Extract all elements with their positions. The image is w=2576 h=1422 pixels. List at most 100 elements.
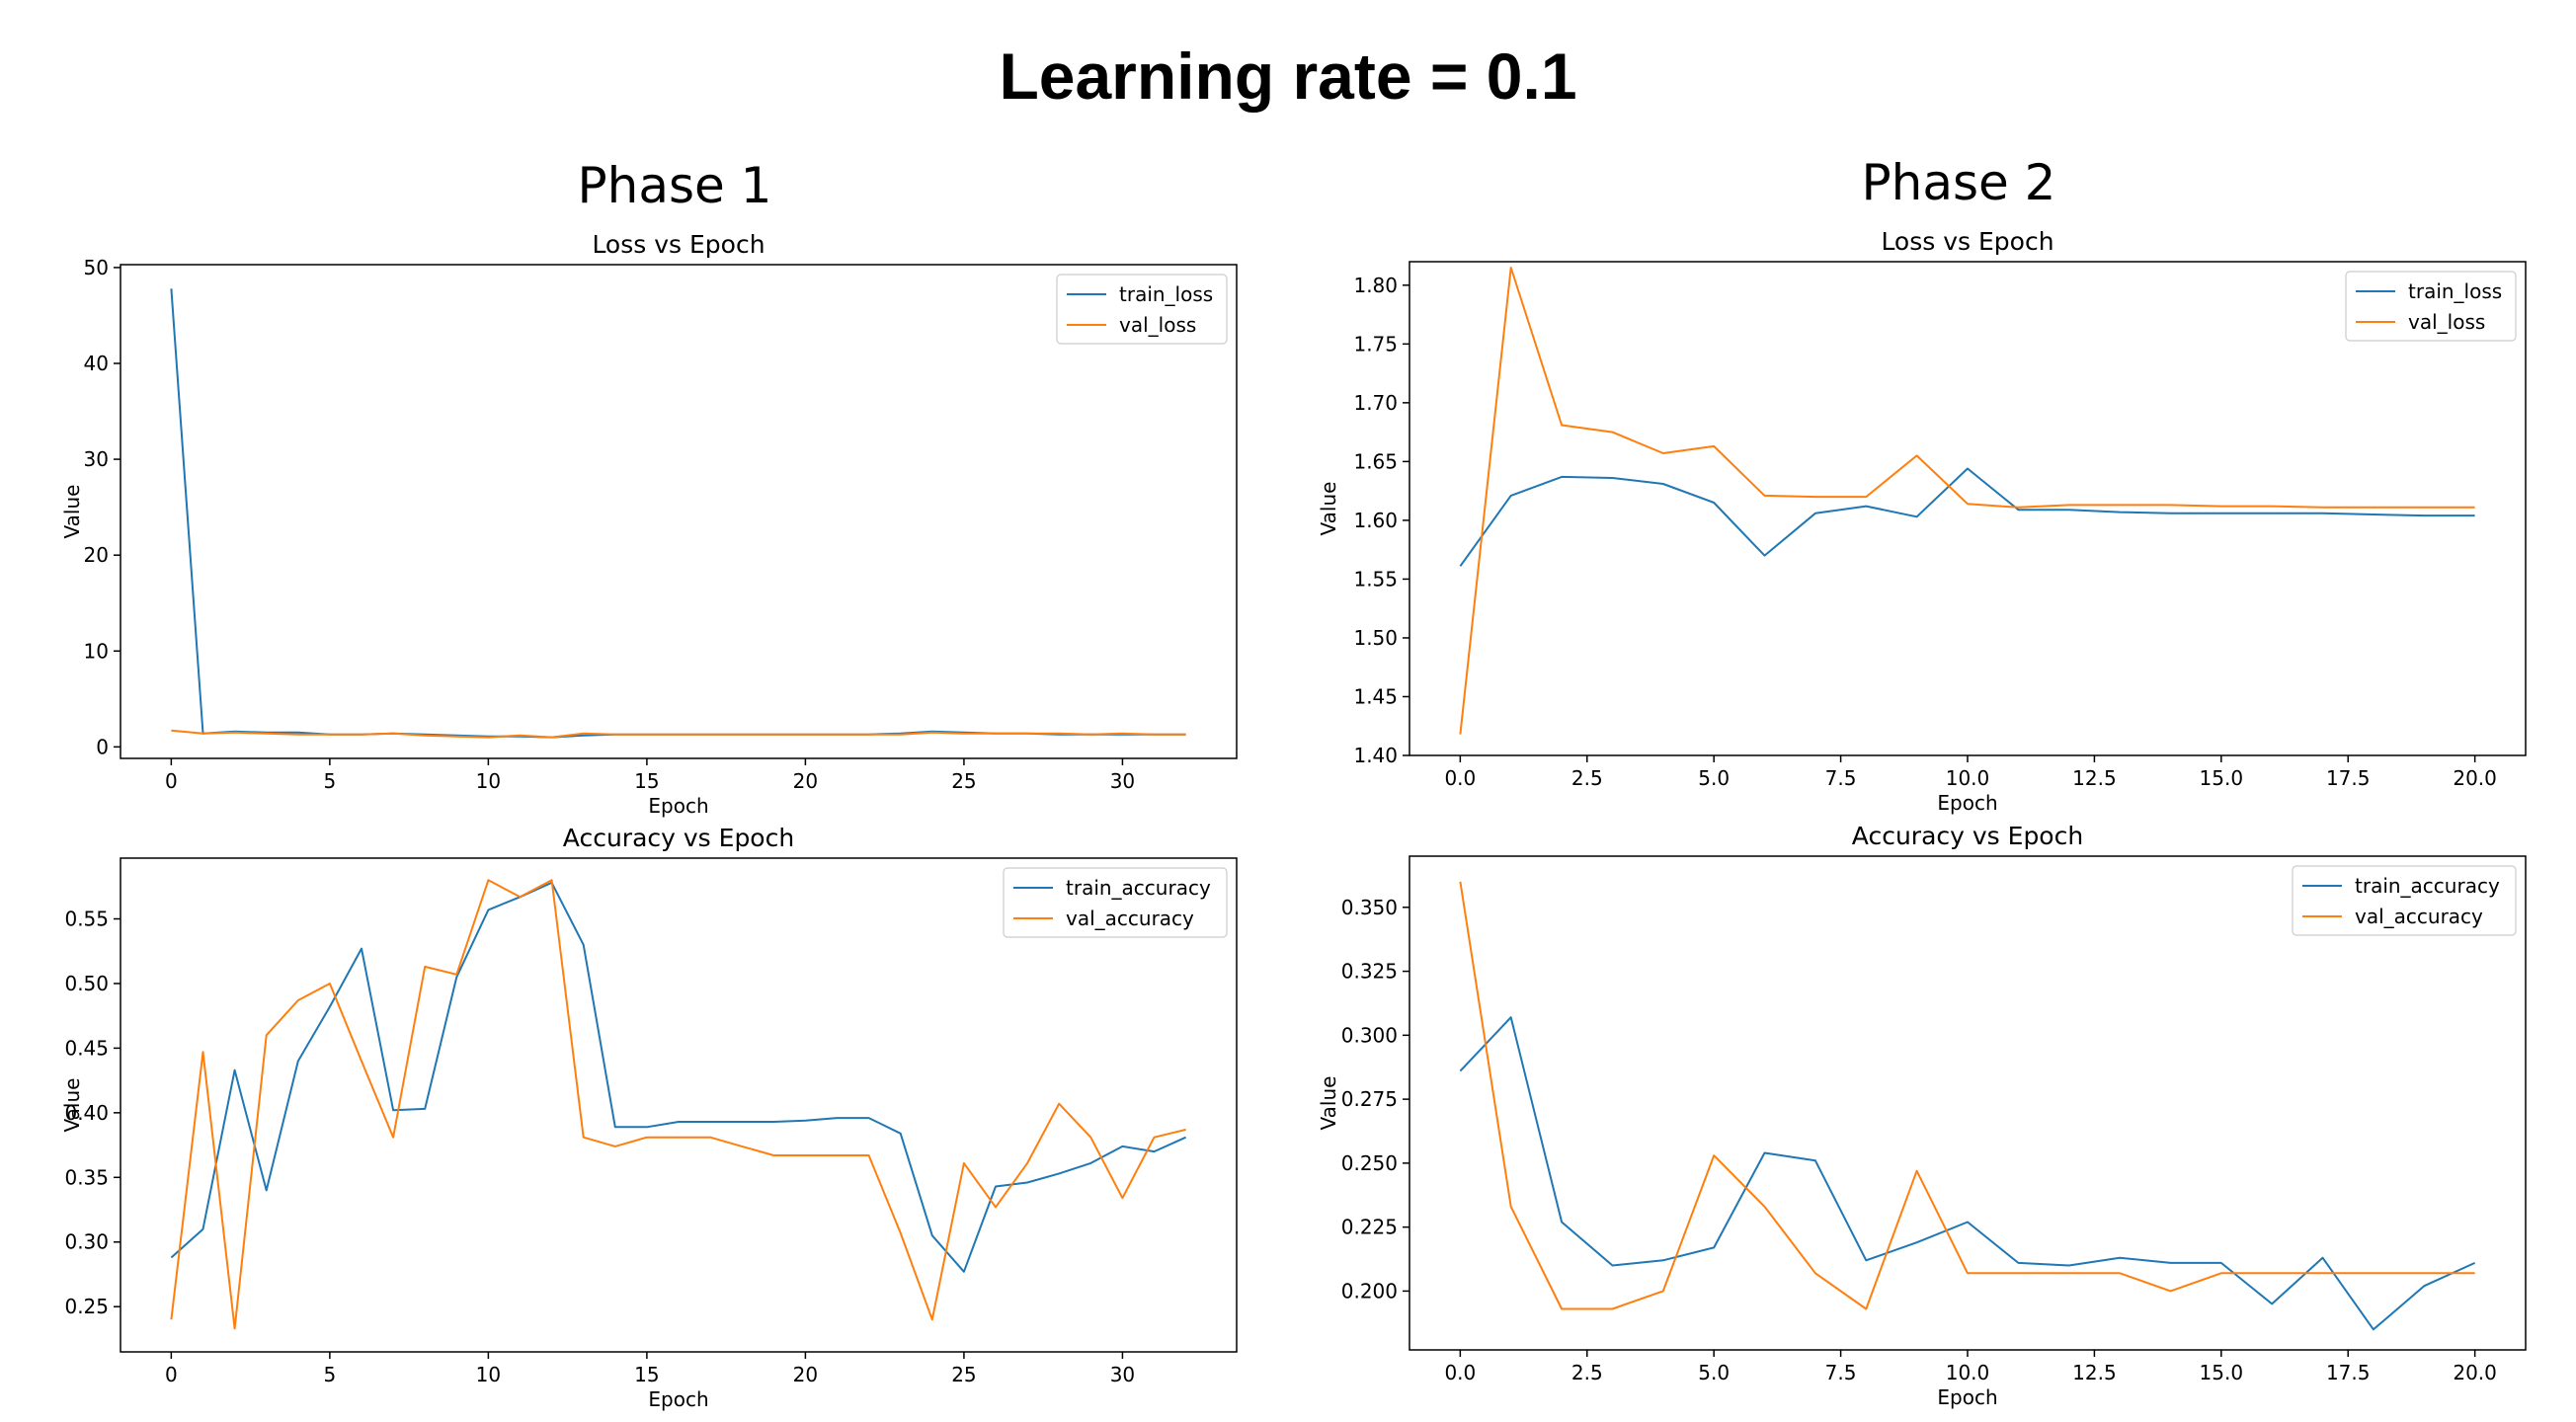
legend: train_accuracy val_accuracy: [2292, 865, 2517, 936]
x-axis-label: Epoch: [1937, 1385, 1997, 1409]
legend-label-val_loss: val_loss: [1119, 313, 1196, 337]
legend-box: [1056, 274, 1228, 345]
legend: train_accuracy val_accuracy: [1003, 867, 1228, 938]
y-tick-label: 1.70: [1353, 391, 1398, 415]
x-tick-label: 17.5: [2326, 1361, 2371, 1384]
x-tick-label: 5.0: [1698, 766, 1730, 790]
legend-box: [1003, 867, 1228, 938]
y-tick-label: 1.65: [1353, 449, 1398, 473]
phase-1-title: Phase 1: [578, 157, 772, 214]
series-line-val_loss: [171, 729, 1186, 739]
figure-title: Learning rate = 0.1: [999, 40, 1576, 113]
x-tick-label: 10.0: [1946, 766, 1990, 790]
y-tick-label: 0.35: [64, 1165, 109, 1189]
y-tick-label: 0: [96, 735, 109, 758]
x-tick-label: 15.0: [2200, 1361, 2244, 1384]
x-tick-label: 0.0: [1444, 766, 1476, 790]
y-tick-label: 0.55: [64, 908, 109, 931]
y-tick-label: 0.200: [1341, 1279, 1398, 1303]
x-tick-label: 20: [793, 769, 818, 793]
x-tick-label: 7.5: [1825, 766, 1857, 790]
y-tick-label: 1.55: [1353, 567, 1398, 591]
y-tick-label: 0.45: [64, 1036, 109, 1060]
series-line-train_accuracy: [1459, 1016, 2476, 1331]
x-tick-label: 10: [476, 769, 501, 793]
legend-label-val_loss: val_loss: [2408, 310, 2485, 334]
y-tick-label: 1.40: [1353, 744, 1398, 767]
y-tick-label: 0.350: [1341, 896, 1398, 919]
x-tick-label: 15.0: [2200, 766, 2244, 790]
y-tick-label: 0.50: [64, 972, 109, 995]
series-line-val_accuracy: [170, 879, 1186, 1330]
legend-box: [2345, 271, 2517, 342]
x-tick-label: 0: [165, 1363, 178, 1386]
y-tick-label: 50: [84, 256, 109, 279]
y-tick-label: 0.300: [1341, 1023, 1398, 1047]
legend-label-train_accuracy: train_accuracy: [1066, 876, 1211, 900]
y-axis-label: Value: [60, 485, 84, 539]
y-axis-label: Value: [1317, 482, 1340, 536]
series-line-val_loss: [1459, 267, 2475, 735]
y-tick-label: 0.250: [1341, 1151, 1398, 1175]
series-line-val_accuracy: [1459, 881, 2475, 1310]
series-line-train_accuracy: [170, 881, 1187, 1273]
legend-label-train_accuracy: train_accuracy: [2355, 874, 2500, 898]
chart-title: Loss vs Epoch: [1881, 227, 2053, 256]
y-axis-label: Value: [1317, 1076, 1340, 1131]
series-line-train_loss: [170, 288, 1186, 739]
y-tick-label: 1.80: [1353, 274, 1398, 297]
charts: Loss vs Epoch 0 5 10 15 20 25 30 0 10 20 30 40 50 Epoc…: [60, 227, 2527, 1411]
x-tick-label: 20.0: [2453, 1361, 2497, 1384]
chart-p2-acc: Accuracy vs Epoch 0.0 2.5 5.0 7.5 10.0 12.5 15.…: [1317, 822, 2527, 1409]
x-axis-label: Epoch: [648, 1387, 708, 1411]
chart-title: Accuracy vs Epoch: [563, 824, 794, 852]
x-axis-label: Epoch: [1937, 791, 1997, 815]
x-tick-label: 0: [165, 769, 178, 793]
x-tick-label: 25: [951, 769, 976, 793]
legend-label-val_accuracy: val_accuracy: [2355, 905, 2483, 928]
legend-label-train_loss: train_loss: [1119, 282, 1213, 306]
y-tick-label: 40: [84, 352, 109, 375]
legend: train_loss val_loss: [2345, 271, 2517, 342]
y-tick-label: 0.30: [64, 1230, 109, 1254]
y-tick-label: 1.45: [1353, 684, 1398, 708]
y-tick-label: 0.225: [1341, 1216, 1398, 1239]
y-tick-label: 0.275: [1341, 1087, 1398, 1111]
y-tick-label: 0.40: [64, 1101, 109, 1125]
y-tick-label: 10: [84, 639, 109, 663]
x-tick-label: 15: [634, 769, 659, 793]
chart-title: Loss vs Epoch: [592, 230, 765, 259]
x-tick-label: 30: [1110, 769, 1135, 793]
series-line-train_loss: [1459, 467, 2475, 567]
chart-p1-acc: Accuracy vs Epoch 0 5 10 15 20 25 30 0.25 0.30 0.3…: [60, 824, 1238, 1411]
axes-frame: [120, 857, 1238, 1353]
chart-p2-loss: Loss vs Epoch 0.0 2.5 5.0 7.5 10.0 12.5 15.0 17.…: [1317, 227, 2527, 815]
y-tick-label: 1.50: [1353, 626, 1398, 650]
x-tick-label: 12.5: [2072, 1361, 2117, 1384]
legend-box: [2292, 865, 2517, 936]
legend-label-train_loss: train_loss: [2408, 279, 2502, 303]
y-tick-label: 0.325: [1341, 960, 1398, 984]
chart-title: Accuracy vs Epoch: [1852, 822, 2083, 850]
x-tick-label: 2.5: [1571, 1361, 1603, 1384]
x-tick-label: 30: [1110, 1363, 1135, 1386]
x-axis-label: Epoch: [648, 794, 708, 818]
y-tick-label: 1.75: [1353, 332, 1398, 356]
y-tick-label: 1.60: [1353, 509, 1398, 532]
x-tick-label: 12.5: [2072, 766, 2117, 790]
chart-p1-loss: Loss vs Epoch 0 5 10 15 20 25 30 0 10 20 30 40 50 Epoc…: [60, 230, 1238, 818]
x-tick-label: 10.0: [1946, 1361, 1990, 1384]
x-tick-label: 5: [324, 1363, 337, 1386]
x-tick-label: 15: [634, 1363, 659, 1386]
legend: train_loss val_loss: [1056, 274, 1228, 345]
x-tick-label: 7.5: [1825, 1361, 1857, 1384]
legend-label-val_accuracy: val_accuracy: [1066, 907, 1194, 930]
axes-frame: [120, 264, 1238, 759]
x-tick-label: 10: [476, 1363, 501, 1386]
y-tick-label: 0.25: [64, 1295, 109, 1318]
phase-2-title: Phase 2: [1862, 154, 2056, 211]
x-tick-label: 20: [793, 1363, 818, 1386]
y-tick-label: 20: [84, 543, 109, 567]
x-tick-label: 2.5: [1571, 766, 1603, 790]
